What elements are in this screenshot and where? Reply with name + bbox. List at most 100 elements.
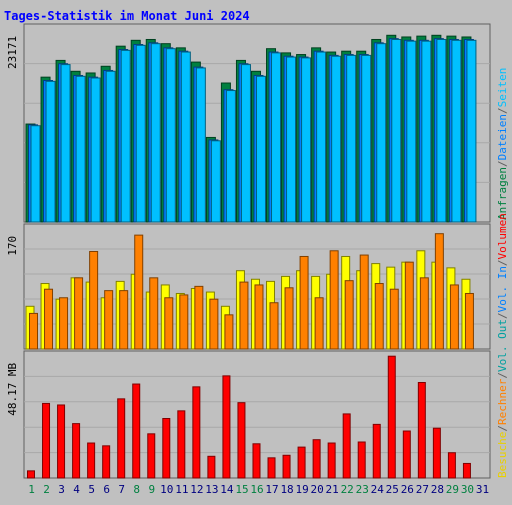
bar-volumen-day-14 — [222, 375, 231, 479]
bar-seiten-day-4 — [75, 75, 86, 223]
bar-volumen-day-23 — [357, 441, 366, 479]
bar-volumen-day-9 — [147, 433, 156, 479]
legend-entry-0: Besuche — [496, 432, 509, 478]
x-tick-label-day-27: 27 — [416, 483, 429, 496]
chart-title: Tages-Statistik im Monat Juni 2024 — [4, 9, 250, 23]
bar-rechner-day-28 — [434, 233, 444, 350]
bar-volumen-day-10 — [162, 418, 171, 479]
bar-rechner-day-11 — [179, 294, 189, 350]
bar-volumen-day-2 — [42, 402, 51, 479]
x-tick-label-day-4: 4 — [73, 483, 80, 496]
bar-volumen-day-30 — [462, 462, 471, 479]
bar-rechner-day-27 — [419, 277, 429, 350]
bar-seiten-day-6 — [105, 70, 116, 223]
x-tick-label-day-24: 24 — [371, 483, 385, 496]
bar-volumen-day-29 — [447, 452, 456, 479]
bar-seiten-day-26 — [406, 40, 417, 223]
bar-seiten-day-30 — [466, 39, 477, 223]
legend-entry-2: Dateien — [496, 114, 509, 160]
bar-volumen-day-25 — [387, 355, 396, 479]
bar-seiten-day-17 — [271, 52, 282, 223]
bar-volumen-day-15 — [237, 402, 246, 479]
bar-seiten-day-28 — [436, 38, 447, 223]
x-tick-label-day-21: 21 — [326, 483, 339, 496]
bar-seiten-day-24 — [376, 43, 387, 223]
x-tick-label-day-7: 7 — [118, 483, 125, 496]
bar-seiten-day-1 — [30, 125, 41, 223]
x-tick-label-day-14: 14 — [220, 483, 234, 496]
bar-rechner-day-26 — [404, 261, 414, 350]
bar-rechner-day-7 — [119, 290, 129, 350]
x-tick-label-day-1: 1 — [28, 483, 35, 496]
bar-seiten-day-20 — [316, 51, 327, 223]
x-tick-label-day-12: 12 — [190, 483, 203, 496]
bar-rechner-day-5 — [89, 250, 99, 350]
legend-entry-7: / — [496, 259, 509, 266]
bar-volumen-day-26 — [402, 430, 411, 479]
bar-rechner-day-25 — [389, 288, 399, 350]
y-axis-max-label: 170 — [6, 236, 19, 256]
legend-entry-3: / — [496, 372, 509, 379]
x-tick-label-day-19: 19 — [295, 483, 308, 496]
x-tick-label-day-16: 16 — [250, 483, 263, 496]
bar-rechner-day-10 — [164, 297, 174, 350]
bar-rechner-day-1 — [29, 312, 38, 350]
bar-rechner-day-3 — [59, 297, 69, 350]
x-tick-label-day-15: 15 — [235, 483, 248, 496]
bar-seiten-day-13 — [210, 140, 221, 223]
bar-seiten-day-11 — [180, 51, 191, 223]
x-tick-label-day-10: 10 — [160, 483, 173, 496]
bar-seiten-day-18 — [286, 56, 297, 223]
legend-entry-1: / — [496, 160, 509, 167]
x-tick-label-day-30: 30 — [461, 483, 474, 496]
x-tick-label-day-28: 28 — [431, 483, 444, 496]
bar-seiten-day-27 — [421, 40, 432, 223]
x-tick-label-day-25: 25 — [386, 483, 399, 496]
legend-entry-3: / — [496, 107, 509, 114]
bar-volumen-day-8 — [132, 383, 141, 479]
bar-rechner-day-4 — [74, 277, 84, 350]
x-tick-label-day-9: 9 — [148, 483, 155, 496]
bar-seiten-day-21 — [331, 55, 342, 223]
y-axis-max-label: 23171 — [6, 36, 19, 69]
bar-seiten-day-15 — [240, 64, 251, 223]
bar-rechner-day-15 — [239, 281, 249, 350]
bar-rechner-day-17 — [269, 302, 279, 350]
bar-seiten-day-10 — [165, 48, 176, 223]
panel-visits: 170 — [6, 223, 491, 350]
bar-volumen-day-13 — [207, 455, 216, 479]
x-tick-label-day-18: 18 — [280, 483, 293, 496]
bar-seiten-day-9 — [150, 43, 161, 223]
x-tick-label-day-5: 5 — [88, 483, 95, 496]
x-axis-day-labels: 1 2 3 4 5 6 7 8 9 10 11 12 13 14 15 16 17 18 19 20 21 22 23 24 2… — [28, 483, 489, 496]
bar-seiten-day-8 — [135, 44, 146, 223]
bar-seiten-day-2 — [45, 80, 56, 223]
bar-rechner-day-22 — [344, 280, 354, 350]
x-tick-label-day-13: 13 — [205, 483, 218, 496]
bar-rechner-day-12 — [194, 285, 204, 350]
bar-volumen-day-16 — [252, 443, 261, 479]
legend-entry-4: Vol. Out — [496, 319, 509, 372]
x-tick-label-day-6: 6 — [103, 483, 110, 496]
bar-rechner-day-19 — [299, 255, 309, 350]
x-tick-label-day-26: 26 — [401, 483, 414, 496]
bar-volumen-day-28 — [432, 427, 441, 479]
bar-volumen-day-24 — [372, 423, 381, 479]
bar-rechner-day-13 — [209, 298, 219, 350]
bar-rechner-day-29 — [449, 284, 459, 350]
bar-rechner-day-16 — [254, 284, 264, 350]
bar-volumen-day-12 — [192, 386, 201, 479]
bar-rechner-day-14 — [224, 314, 234, 350]
bar-seiten-day-14 — [225, 90, 236, 223]
x-tick-label-day-31: 31 — [476, 483, 489, 496]
legend-entry-5: / — [496, 312, 509, 319]
bar-seiten-day-5 — [90, 77, 101, 223]
legend-text: Besuche/Rechner/Vol. Out/Vol. In/Volumen — [496, 213, 509, 478]
bar-rechner-day-21 — [329, 250, 339, 350]
bar-seiten-day-22 — [346, 54, 357, 223]
bar-volumen-day-11 — [177, 410, 186, 479]
bar-rechner-day-2 — [44, 288, 54, 350]
panel-volume: 48.17 MB — [6, 350, 491, 479]
